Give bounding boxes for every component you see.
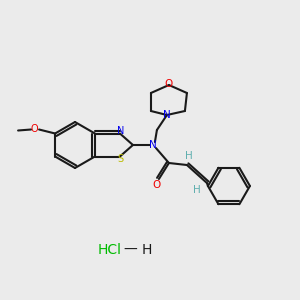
- Text: H: H: [142, 243, 152, 257]
- Text: S: S: [118, 154, 124, 164]
- Text: N: N: [117, 127, 124, 136]
- Text: O: O: [153, 180, 161, 190]
- Text: O: O: [30, 124, 38, 134]
- Text: O: O: [165, 79, 173, 89]
- Text: H: H: [193, 185, 201, 195]
- Text: N: N: [163, 110, 171, 120]
- Text: —: —: [123, 243, 137, 257]
- Text: H: H: [185, 151, 193, 161]
- Text: N: N: [149, 140, 157, 150]
- Text: HCl: HCl: [98, 243, 122, 257]
